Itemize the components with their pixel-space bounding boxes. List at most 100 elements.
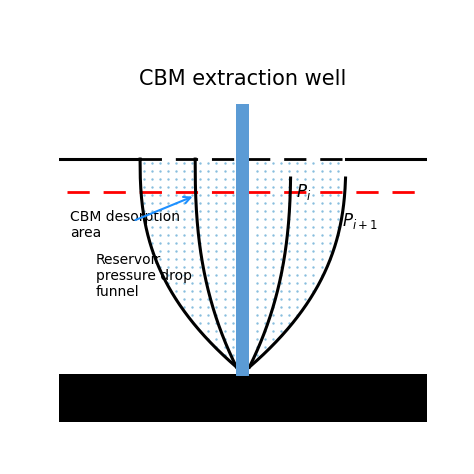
Point	[197, 303, 204, 311]
Point	[326, 247, 333, 255]
Point	[261, 319, 269, 327]
Point	[285, 159, 293, 166]
Point	[197, 207, 204, 215]
Point	[301, 255, 309, 263]
Point	[301, 183, 309, 191]
Point	[213, 336, 220, 343]
Point	[293, 255, 301, 263]
Point	[164, 255, 172, 263]
Point	[181, 239, 188, 247]
Point	[164, 215, 172, 223]
Point	[253, 319, 261, 327]
Point	[326, 183, 333, 191]
Point	[285, 207, 293, 215]
Point	[269, 239, 277, 247]
Point	[164, 279, 172, 287]
Point	[261, 183, 269, 191]
Point	[213, 287, 220, 295]
Point	[181, 167, 188, 174]
Point	[277, 303, 285, 311]
Point	[277, 159, 285, 166]
Point	[181, 255, 188, 263]
Point	[310, 279, 317, 287]
Point	[213, 159, 220, 166]
Point	[148, 191, 155, 199]
Text: CBM desorption
area: CBM desorption area	[70, 210, 180, 240]
Point	[189, 207, 196, 215]
Point	[261, 264, 269, 271]
Point	[253, 311, 261, 319]
Point	[197, 191, 204, 199]
Point	[229, 255, 237, 263]
Point	[334, 167, 341, 174]
Point	[229, 264, 237, 271]
Point	[221, 271, 228, 279]
Point	[189, 247, 196, 255]
Point	[277, 183, 285, 191]
Point	[334, 191, 341, 199]
Point	[310, 175, 317, 182]
Point	[334, 159, 341, 166]
Point	[189, 239, 196, 247]
Point	[221, 167, 228, 174]
Point	[205, 319, 212, 327]
Point	[156, 167, 164, 174]
Point	[269, 167, 277, 174]
Point	[277, 239, 285, 247]
Point	[269, 279, 277, 287]
Point	[205, 175, 212, 182]
Point	[318, 239, 325, 247]
Point	[213, 191, 220, 199]
Point	[326, 191, 333, 199]
Point	[253, 279, 261, 287]
Point	[269, 328, 277, 335]
Point	[172, 167, 180, 174]
Point	[164, 191, 172, 199]
Point	[253, 295, 261, 303]
Point	[213, 255, 220, 263]
Point	[148, 215, 155, 223]
Point	[181, 264, 188, 271]
Point	[229, 175, 237, 182]
Point	[318, 199, 325, 207]
Point	[205, 328, 212, 335]
Point	[269, 295, 277, 303]
Point	[261, 215, 269, 223]
Point	[301, 159, 309, 166]
Point	[269, 319, 277, 327]
Point	[189, 255, 196, 263]
Point	[253, 231, 261, 239]
Point	[285, 271, 293, 279]
Point	[261, 336, 269, 343]
Point	[261, 287, 269, 295]
Point	[156, 247, 164, 255]
Point	[277, 271, 285, 279]
Point	[261, 311, 269, 319]
Point	[148, 175, 155, 182]
Point	[205, 159, 212, 166]
Point	[172, 175, 180, 182]
Point	[172, 264, 180, 271]
Point	[205, 183, 212, 191]
Point	[229, 336, 237, 343]
Point	[164, 247, 172, 255]
Point	[164, 271, 172, 279]
Point	[293, 215, 301, 223]
Point	[285, 303, 293, 311]
Point	[269, 247, 277, 255]
Point	[277, 175, 285, 182]
Point	[164, 175, 172, 182]
Point	[310, 183, 317, 191]
Point	[229, 328, 237, 335]
Point	[181, 247, 188, 255]
Point	[277, 295, 285, 303]
Point	[197, 319, 204, 327]
Point	[205, 199, 212, 207]
Point	[148, 159, 155, 166]
Point	[189, 223, 196, 231]
Point	[253, 336, 261, 343]
Point	[318, 231, 325, 239]
Point	[269, 271, 277, 279]
Point	[197, 264, 204, 271]
Point	[189, 191, 196, 199]
